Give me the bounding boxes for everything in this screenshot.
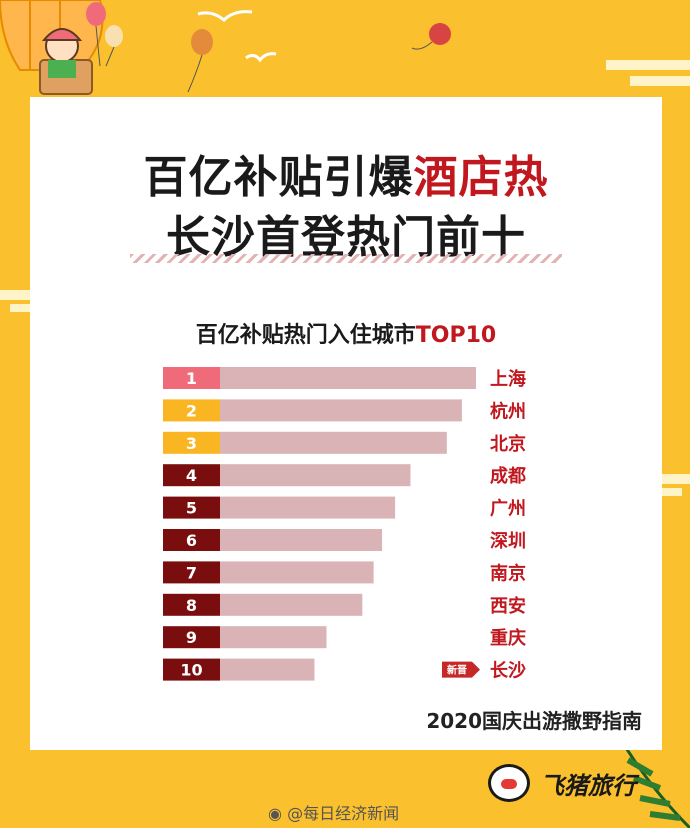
rank-number: 4: [186, 466, 197, 485]
pig-face-icon: [488, 764, 530, 802]
bird-decoration-small: [245, 52, 277, 63]
city-label: 广州: [490, 498, 526, 520]
ranking-bar-chart: 1 上海 2 杭州 3 北京 4 成都 5 广州 6 深圳 7 南京 8 西安 9 重庆 10 长沙 新晋: [163, 367, 526, 682]
city-label: 上海: [490, 368, 526, 390]
rank-box: [163, 431, 220, 454]
rank-box: [163, 561, 220, 584]
city-label: 南京: [490, 562, 526, 584]
city-label: 重庆: [490, 627, 526, 649]
rank-number: 8: [186, 596, 197, 615]
rank-number: 7: [186, 563, 197, 582]
bar: [220, 658, 315, 681]
weibo-icon: ◉: [268, 804, 282, 823]
brand-logo-block: 飞猪旅行: [488, 762, 658, 806]
city-label: 成都: [490, 465, 526, 487]
watermark: ◉ @每日经济新闻: [268, 800, 399, 824]
bar: [220, 496, 396, 519]
rank-box: [163, 399, 220, 422]
new-badge: [442, 661, 480, 678]
city-label: 杭州: [490, 400, 526, 422]
watermark-text: @每日经济新闻: [287, 804, 400, 823]
rank-number: 6: [186, 531, 197, 550]
city-label: 西安: [490, 595, 526, 617]
bar: [220, 593, 363, 616]
cloud-decoration-right: [660, 474, 690, 496]
cloud-decoration: [606, 60, 690, 86]
rank-number: 2: [186, 401, 197, 420]
balloon-decoration-red: [411, 23, 451, 50]
bar: [220, 561, 374, 584]
rank-box: [163, 464, 220, 487]
city-label: 深圳: [490, 530, 526, 552]
bar: [220, 464, 411, 487]
headline-line-1-highlight: 酒店热: [413, 152, 549, 203]
chart-title: 百亿补贴热门入住城市TOP10: [30, 317, 662, 349]
city-label: 长沙: [490, 661, 526, 682]
divider-stripe: [130, 254, 562, 263]
bar: [220, 529, 383, 551]
brand-name: 飞猪旅行: [540, 772, 636, 800]
rank-box: [163, 367, 220, 389]
balloon-decoration-orange: [187, 29, 213, 93]
rank-box: [163, 529, 220, 551]
rank-number: 9: [186, 628, 197, 647]
rank-box: [163, 496, 220, 519]
rank-box: [163, 658, 220, 681]
balloon-decoration: [86, 2, 123, 67]
headline-line-1-text: 百亿补贴引爆: [143, 152, 414, 203]
bird-decoration: [197, 10, 253, 23]
bar: [220, 626, 327, 649]
chart-title-main: 百亿补贴热门入住城市: [195, 323, 416, 348]
rank-number: 5: [186, 499, 197, 518]
rank-number: 1: [186, 369, 197, 388]
bar: [220, 431, 447, 454]
rank-box: [163, 626, 220, 649]
footer-note: 2020国庆出游撒野指南: [426, 709, 642, 733]
headline-line-1: 百亿补贴引爆酒店热: [30, 141, 662, 205]
hot-air-balloon-illustration: [0, 0, 104, 95]
city-label: 北京: [490, 433, 526, 455]
rank-number: 3: [186, 434, 197, 453]
chart-title-accent: TOP10: [415, 323, 497, 348]
rank-number: 10: [180, 661, 202, 680]
rank-box: [163, 593, 220, 616]
cloud-decoration-left: [0, 290, 34, 312]
bar: [220, 399, 462, 422]
infographic-card: 百亿补贴引爆酒店热 长沙首登热门前十 百亿补贴热门入住城市TOP10 1 上海 2 杭…: [30, 97, 662, 750]
new-badge-label: 新晋: [447, 664, 467, 677]
bar: [220, 367, 476, 389]
